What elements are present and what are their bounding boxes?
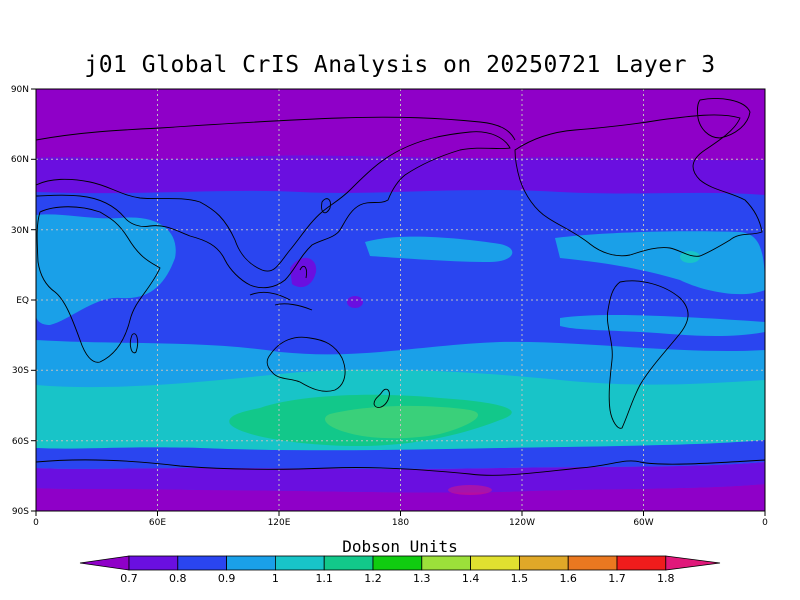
colorbar-box bbox=[372, 555, 423, 571]
lat-label-90n: 90N bbox=[11, 85, 29, 95]
lat-label-30s: 30S bbox=[12, 366, 29, 376]
coast-greenland bbox=[696, 98, 751, 139]
colorbar: 0.7 0.8 0.9 1 1.1 1.2 1.3 1.4 1.5 1.6 1.7 1.8 bbox=[79, 555, 721, 585]
lat-label-60s: 60S bbox=[12, 437, 29, 447]
lon-label-60e: 60E bbox=[149, 518, 166, 528]
colorbar-title: Dobson Units bbox=[342, 537, 458, 556]
chart-title: j01 Global CrIS Analysis on 20250721 Lay… bbox=[84, 52, 716, 78]
colorbar-label: 1.6 bbox=[559, 572, 577, 585]
lat-label-eq: EQ bbox=[16, 296, 29, 306]
coast-eurasia bbox=[36, 131, 511, 289]
colorbar-label: 1.7 bbox=[608, 572, 626, 585]
field-sa-1.0 bbox=[560, 315, 765, 337]
coast-new-zealand bbox=[373, 388, 390, 408]
coast-africa bbox=[36, 206, 161, 363]
colorbar-box bbox=[519, 555, 569, 571]
coast-japan bbox=[321, 198, 331, 214]
field-small-0.8 bbox=[347, 296, 363, 308]
tick-marks bbox=[31, 88, 766, 516]
field-patch-1.1 bbox=[680, 251, 700, 263]
colorbar-box bbox=[323, 555, 374, 571]
coastlines bbox=[36, 98, 765, 476]
colorbar-label: 0.8 bbox=[169, 572, 187, 585]
coast-indonesia bbox=[249, 265, 313, 311]
coast-north-america bbox=[514, 114, 763, 257]
colorbar-box bbox=[616, 555, 667, 571]
grid-lines bbox=[36, 89, 765, 511]
field-patch-antarctic bbox=[448, 485, 492, 495]
lon-label-0-east: 0 bbox=[762, 518, 768, 528]
field-south-polar-0.7 bbox=[36, 484, 765, 511]
lon-label-120w: 120W bbox=[509, 518, 535, 528]
lon-tick-labels: 0 60E 120E 180 120W 60W 0 bbox=[33, 518, 768, 528]
field-south-1.25 bbox=[325, 405, 479, 439]
colorbar-label: 1 bbox=[272, 572, 279, 585]
field-africa-1.0 bbox=[36, 214, 176, 325]
coast-australia bbox=[266, 336, 346, 392]
colorbar-box bbox=[421, 555, 471, 571]
colorbar-label: 1.5 bbox=[511, 572, 529, 585]
field-pacific-1.0 bbox=[365, 236, 513, 262]
colorbar-box bbox=[274, 555, 325, 571]
lat-label-30n: 30N bbox=[11, 226, 29, 236]
coast-arctic bbox=[36, 116, 516, 141]
field-south-0.8 bbox=[36, 462, 765, 493]
colorbar-label: 1.8 bbox=[657, 572, 675, 585]
coast-antarctica bbox=[36, 459, 765, 476]
colorbar-label: 1.4 bbox=[462, 572, 480, 585]
lat-label-90s: 90S bbox=[12, 507, 29, 517]
colorbar-box bbox=[128, 555, 179, 571]
colorbar-box bbox=[567, 555, 618, 571]
colorbar-box bbox=[226, 555, 276, 571]
lon-label-180: 180 bbox=[392, 518, 409, 528]
coast-south-america bbox=[606, 280, 689, 429]
colorbar-label: 0.9 bbox=[218, 572, 236, 585]
colorbar-label: 1.2 bbox=[364, 572, 382, 585]
colorbar-label: 1.1 bbox=[315, 572, 333, 585]
lon-label-0: 0 bbox=[33, 518, 39, 528]
colorbar-label: 1.3 bbox=[413, 572, 431, 585]
colorbar-box bbox=[470, 555, 520, 571]
colorbar-label: 0.7 bbox=[120, 572, 138, 585]
colorbar-extend-high bbox=[665, 555, 721, 571]
lat-tick-labels: 90N 60N 30N EQ 30S 60S 90S bbox=[11, 85, 29, 517]
field-atlantic-1.0 bbox=[555, 231, 765, 295]
coast-madagascar bbox=[129, 333, 139, 354]
lon-label-60w: 60W bbox=[633, 518, 653, 528]
colorbar-box bbox=[177, 555, 228, 571]
colorbar-extend-low bbox=[79, 555, 130, 571]
lat-label-60n: 60N bbox=[11, 155, 29, 165]
lon-label-120e: 120E bbox=[268, 518, 291, 528]
